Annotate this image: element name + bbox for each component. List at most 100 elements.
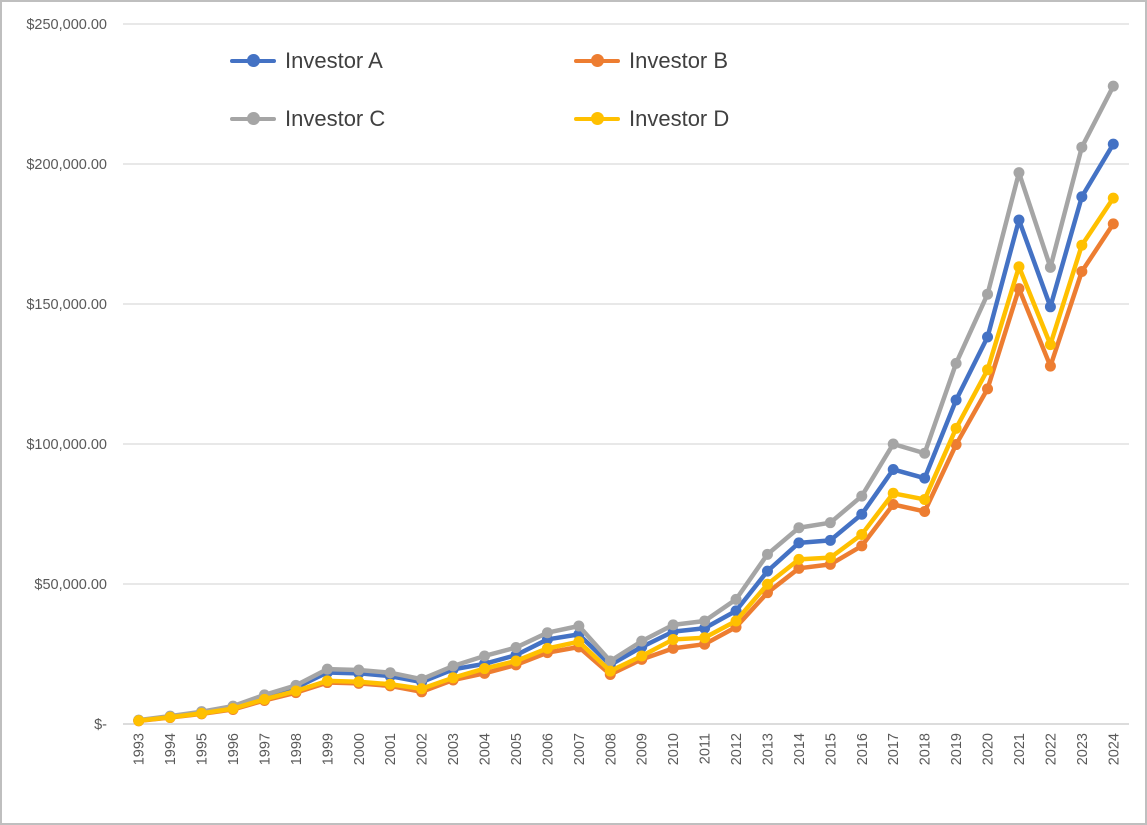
data-point-investor-d-2017 [887, 487, 899, 499]
data-point-investor-d-2010 [667, 633, 679, 645]
x-axis-label-2010: 2010 [666, 733, 682, 765]
data-point-investor-d-1996 [227, 703, 239, 715]
data-point-investor-d-2019 [950, 422, 962, 434]
data-point-investor-a-2021 [1013, 214, 1025, 226]
legend-item-investor-c[interactable]: Investor C [230, 100, 574, 137]
data-point-investor-d-1993 [133, 715, 145, 727]
data-point-investor-a-2013 [761, 565, 773, 577]
data-point-investor-c-2014 [793, 522, 805, 534]
series-investor-c [133, 80, 1119, 726]
x-axis-label-1996: 1996 [226, 733, 242, 765]
x-axis-label-2023: 2023 [1075, 733, 1091, 765]
x-axis-label-1997: 1997 [257, 733, 273, 765]
x-axis-label-2008: 2008 [603, 733, 619, 765]
x-axis-label-2011: 2011 [698, 733, 714, 764]
data-point-investor-b-2021 [1013, 283, 1025, 295]
y-axis-label-150000: $150,000.00 [26, 297, 107, 313]
data-point-investor-d-2013 [761, 578, 773, 590]
legend-item-investor-b[interactable]: Investor B [574, 42, 729, 79]
data-point-investor-c-2021 [1013, 167, 1025, 179]
y-axis-label-200000: $200,000.00 [26, 157, 107, 173]
legend-label-investor-c: Investor C [285, 105, 386, 131]
data-point-investor-b-2023 [1076, 266, 1088, 278]
data-point-investor-d-2020 [982, 364, 994, 376]
x-axis-label-2007: 2007 [572, 733, 588, 765]
x-axis-label-2002: 2002 [415, 733, 431, 765]
data-point-investor-d-2000 [353, 676, 365, 688]
data-point-investor-d-1999 [321, 675, 333, 687]
data-point-investor-a-2016 [856, 508, 868, 520]
data-point-investor-d-2014 [793, 553, 805, 565]
legend-label-investor-a: Investor A [285, 47, 383, 73]
data-point-investor-c-2007 [573, 620, 585, 632]
data-point-investor-d-2015 [824, 552, 836, 564]
x-axis-label-2017: 2017 [886, 733, 902, 765]
legend-item-investor-d[interactable]: Investor D [574, 100, 729, 137]
series-line-investor-d [136, 195, 1116, 723]
data-point-investor-c-1999 [321, 663, 333, 675]
x-axis-label-2005: 2005 [509, 733, 525, 765]
data-point-investor-b-2016 [856, 540, 868, 552]
x-axis-label-1993: 1993 [132, 733, 148, 765]
data-point-investor-d-2011 [699, 632, 711, 644]
data-point-investor-c-2000 [353, 664, 365, 676]
x-axis-label-2001: 2001 [383, 733, 399, 765]
x-axis-label-2003: 2003 [446, 733, 462, 765]
data-point-investor-d-2009 [636, 650, 648, 662]
data-point-investor-a-2017 [887, 463, 899, 475]
data-point-investor-c-2015 [824, 517, 836, 529]
x-axis-label-2020: 2020 [981, 733, 997, 765]
data-point-investor-b-2022 [1044, 360, 1056, 372]
x-axis-label-1998: 1998 [289, 733, 305, 765]
x-axis-label-2013: 2013 [760, 733, 776, 765]
x-axis-label-2018: 2018 [918, 733, 934, 765]
data-point-investor-a-2012 [730, 605, 742, 617]
y-axis-label-0: $- [94, 717, 107, 733]
x-axis-label-2014: 2014 [792, 733, 808, 765]
series-line-investor-b [136, 221, 1116, 724]
y-axis-label-50000: $50,000.00 [34, 577, 107, 593]
data-point-investor-d-1994 [164, 711, 176, 723]
data-point-investor-c-2017 [887, 438, 899, 450]
data-point-investor-d-2018 [919, 493, 931, 505]
series-line-investor-a [136, 141, 1116, 723]
series-investor-a [133, 138, 1119, 726]
x-axis-label-2019: 2019 [949, 733, 965, 765]
data-point-investor-c-2020 [982, 288, 994, 300]
data-point-investor-d-2012 [730, 615, 742, 627]
data-point-investor-d-2024 [1107, 192, 1119, 204]
data-point-investor-d-2016 [856, 528, 868, 540]
data-point-investor-a-2020 [982, 331, 994, 343]
data-point-investor-d-1995 [196, 707, 208, 719]
data-point-investor-c-2018 [919, 447, 931, 459]
data-point-investor-c-2001 [384, 667, 396, 679]
data-point-investor-d-2001 [384, 678, 396, 690]
data-point-investor-c-2002 [416, 673, 428, 685]
data-point-investor-c-2006 [541, 627, 553, 639]
data-point-investor-d-1998 [290, 685, 302, 697]
data-point-investor-c-2009 [636, 635, 648, 647]
x-axis-label-2004: 2004 [478, 733, 494, 765]
data-point-investor-d-2008 [604, 665, 616, 677]
data-point-investor-d-2023 [1076, 239, 1088, 251]
x-axis-label-2016: 2016 [855, 733, 871, 765]
x-axis-label-1994: 1994 [163, 733, 179, 765]
data-point-investor-d-2004 [479, 663, 491, 675]
data-point-investor-c-2022 [1044, 261, 1056, 273]
data-point-investor-c-2016 [856, 490, 868, 502]
data-point-investor-b-2019 [950, 439, 962, 451]
data-point-investor-c-2024 [1107, 80, 1119, 92]
data-point-investor-a-2014 [793, 537, 805, 549]
chart-legend: Investor A Investor B Investor C Investo… [230, 42, 729, 137]
data-point-investor-c-2005 [510, 642, 522, 654]
series-investor-d [133, 192, 1119, 727]
legend-item-investor-a[interactable]: Investor A [230, 42, 574, 79]
data-point-investor-a-2024 [1107, 138, 1119, 150]
data-point-investor-c-2011 [699, 615, 711, 627]
legend-marker-investor-a-icon [230, 54, 276, 68]
data-point-investor-a-2023 [1076, 191, 1088, 203]
data-point-investor-b-2020 [982, 383, 994, 395]
x-axis-label-2009: 2009 [635, 733, 651, 765]
